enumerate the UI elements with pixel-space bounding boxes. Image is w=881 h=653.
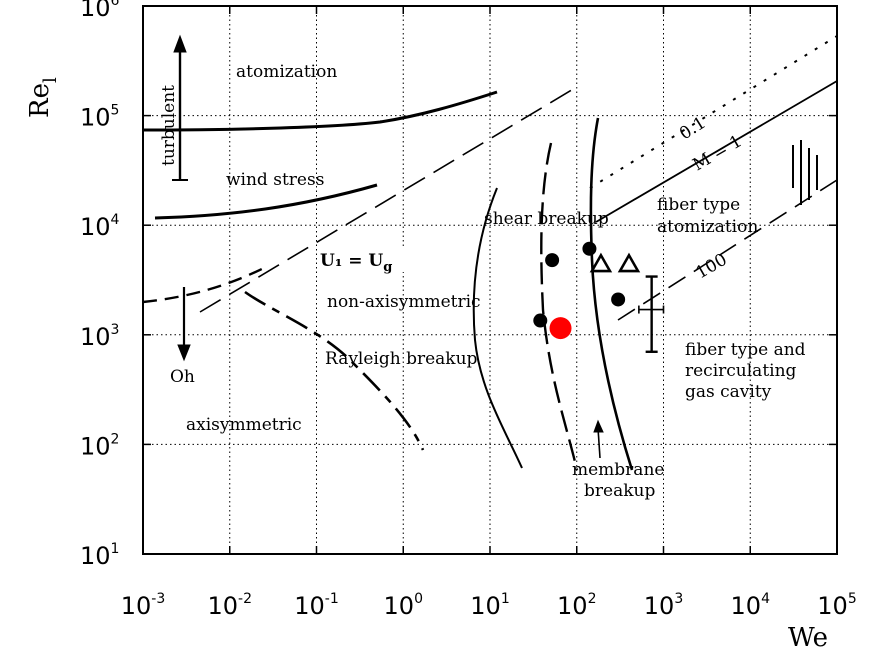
shear-dashed-curve [540, 142, 579, 471]
x-tick-label: 10-2 [207, 591, 252, 620]
ul-eq-ug-dash [199, 87, 576, 313]
shear-left-curve [472, 187, 523, 469]
y-tick-label: 105 [80, 103, 119, 132]
data-point [611, 292, 626, 307]
label-axisymmetric: axisymmetric [186, 415, 302, 435]
y-tick-label: 101 [80, 541, 119, 570]
hatch-marks [792, 140, 818, 205]
label-m-1: M = 1 [690, 131, 746, 175]
data-point [545, 253, 560, 268]
wind-stress-boundary [154, 183, 378, 220]
svg-text:Rel: Rel [25, 77, 61, 118]
membrane-right-curve [589, 117, 634, 471]
membrane-arrow [593, 419, 604, 459]
error-bar [638, 275, 665, 353]
label-membrane-2: breakup [584, 481, 655, 501]
svg-text:U₁ = Ug: U₁ = Ug [320, 251, 392, 275]
y-tick-label: 102 [80, 431, 119, 460]
y-tick-labels: 101 102 103 104 105 106 [80, 0, 120, 570]
data-point [549, 317, 572, 340]
data-point-triangle [589, 252, 613, 273]
label-rayleigh: Rayleigh breakup [325, 349, 478, 369]
label-fiber-cavity-1: fiber type and [685, 340, 806, 360]
label-fiber-atomization-1: fiber type [657, 195, 740, 215]
x-tick-label: 105 [817, 591, 856, 620]
data-point-triangle [617, 252, 641, 273]
x-tick-label: 103 [644, 591, 683, 620]
x-tick-label: 100 [384, 591, 423, 620]
turbulent-arrow [172, 34, 188, 181]
atomization-boundary [142, 90, 498, 132]
grid-lines [143, 6, 837, 554]
x-tick-label: 10-3 [121, 591, 166, 620]
y-axis-label: Rel [25, 77, 61, 118]
label-atomization: atomization [236, 62, 337, 82]
y-tick-label: 106 [80, 0, 120, 22]
x-tick-label: 102 [557, 591, 596, 620]
data-point [533, 313, 548, 328]
label-membrane-1: membrane [572, 460, 664, 480]
y-tick-label: 103 [80, 322, 119, 351]
x-tick-label: 10-1 [294, 591, 339, 620]
label-fiber-cavity-3: gas cavity [685, 382, 772, 402]
m-1-line [595, 80, 838, 223]
x-tick-label: 104 [731, 591, 771, 620]
y-axis-label-main: Re [25, 83, 55, 118]
x-axis-label: We [788, 623, 828, 653]
data-points [533, 241, 641, 340]
y-axis-label-sub: l [40, 77, 61, 83]
annotations: atomization turbulent wind stress shear … [159, 62, 806, 501]
tick-marks [142, 5, 838, 555]
rayleigh-boundary [244, 290, 425, 451]
label-fiber-atomization-2: atomization [657, 217, 758, 237]
label-turbulent: turbulent [159, 85, 179, 166]
label-non-axisymmetric: non-axisymmetric [327, 292, 481, 312]
x-tick-labels: 10-3 10-2 10-1 100 101 102 103 104 105 [121, 591, 857, 620]
label-wind-stress: wind stress [226, 170, 324, 190]
label-m-100: 100 [693, 250, 731, 284]
regime-boundaries [142, 35, 838, 471]
y-tick-label: 104 [80, 212, 120, 241]
label-shear-breakup: shear breakup [484, 209, 609, 229]
left-dash-boundary [142, 264, 269, 304]
label-ul-eq-ug: U₁ = Ug [318, 246, 414, 275]
data-point [582, 241, 597, 256]
m-01-dotted [589, 35, 838, 189]
label-oh: Oh [170, 367, 195, 387]
label-fiber-cavity-2: recirculating [685, 361, 797, 381]
x-tick-label: 101 [470, 591, 509, 620]
oh-arrow [177, 287, 191, 362]
